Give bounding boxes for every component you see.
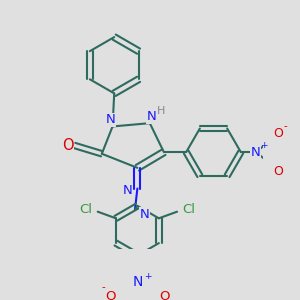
Text: N: N (140, 208, 150, 221)
Text: N: N (106, 113, 116, 126)
Text: -: - (102, 282, 105, 292)
Text: N: N (251, 146, 261, 159)
Text: O: O (62, 138, 74, 153)
Text: -: - (284, 121, 287, 130)
Text: O: O (273, 165, 283, 178)
Text: N: N (123, 184, 132, 197)
Text: Cl: Cl (182, 203, 195, 216)
Text: +: + (144, 272, 152, 281)
Text: N: N (147, 110, 156, 123)
Text: O: O (159, 290, 170, 300)
Text: N: N (132, 275, 142, 289)
Text: Cl: Cl (80, 203, 93, 216)
Text: +: + (260, 141, 268, 150)
Text: O: O (273, 127, 283, 140)
Text: H: H (157, 106, 166, 116)
Text: O: O (105, 290, 115, 300)
